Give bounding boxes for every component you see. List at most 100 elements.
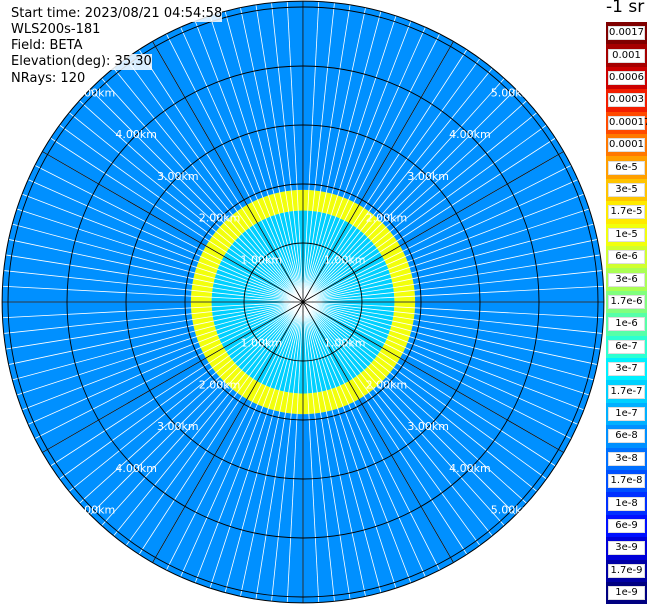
ray-sector [271, 413, 298, 603]
ray-separator [138, 301, 304, 555]
ray-sector [389, 267, 412, 279]
ray-separator [302, 301, 556, 467]
ray-separator [125, 58, 304, 303]
ray-sector [337, 15, 411, 198]
ray-separator [302, 15, 397, 303]
ray-separator [194, 301, 304, 584]
ray-sector [255, 412, 292, 602]
ray-separator [125, 301, 304, 546]
ray-separator [113, 67, 304, 303]
colorbar-tick-label: 6e-5 [608, 160, 645, 175]
ray-sector [12, 209, 197, 273]
ray-separator [302, 301, 320, 603]
ray-separator [302, 26, 426, 303]
ray-separator [271, 2, 304, 303]
ray-sector [397, 138, 564, 246]
ray-separator [138, 49, 304, 303]
ray-sector [2, 302, 192, 318]
ray-sector [391, 272, 413, 283]
ray-sector [126, 49, 242, 212]
colorbar-tick-label: 3e-6 [608, 272, 645, 287]
ray-sector [192, 316, 214, 326]
ray-sector [374, 231, 394, 249]
ray-separator [302, 285, 604, 303]
ray-separator [302, 301, 594, 381]
ray-sector [208, 236, 230, 253]
colorbar-cell: 1e-9 [606, 582, 647, 605]
ray-sector [223, 366, 242, 386]
ray-sector [180, 21, 263, 200]
ray-sector [139, 396, 247, 563]
ray-sector [195, 406, 269, 589]
ray-sector [42, 138, 209, 246]
ray-sector [297, 189, 303, 211]
ray-separator [302, 301, 493, 537]
colorbar-tick-label: 6e-8 [608, 429, 645, 444]
ray-sector [205, 240, 227, 257]
ray-sector [246, 381, 262, 402]
ray-sector [326, 7, 381, 194]
ray-sector [232, 373, 250, 393]
ray-sector [241, 378, 258, 400]
ray-separator [59, 124, 304, 303]
ray-separator [34, 301, 304, 439]
ray-sector [364, 392, 480, 555]
ray-separator [271, 301, 304, 602]
ray-sector [241, 230, 303, 302]
ray-sector [320, 4, 366, 193]
range-ring-label: 4.00km [115, 128, 157, 141]
colorbar-tick-label: 1e-5 [608, 227, 645, 242]
ray-sector [344, 202, 360, 223]
ray-sector [113, 389, 238, 546]
colorbar-tick-label: 0.0017 [608, 26, 645, 41]
ray-separator [302, 4, 351, 303]
ray-sector [386, 334, 408, 348]
range-ring-label: 1.00km [324, 253, 366, 266]
ray-separator [302, 270, 603, 303]
ray-separator [302, 301, 517, 516]
ray-sector [303, 302, 361, 376]
ray-separator [302, 67, 493, 303]
ray-separator [286, 1, 304, 303]
ray-sector [8, 325, 195, 380]
ray-sector [407, 336, 590, 410]
ray-sector [59, 112, 216, 237]
ray-sector [273, 390, 284, 412]
ray-sector [245, 302, 303, 376]
ray-sector [79, 377, 224, 515]
ray-sector [50, 363, 213, 479]
colorbar-tick-label: 0.0001 [608, 138, 645, 153]
ray-separator [2, 285, 304, 303]
ray-separator [302, 301, 366, 597]
ray-sector [240, 4, 286, 193]
ray-sector [388, 261, 410, 274]
ray-sector [320, 411, 366, 600]
colorbar-tick-label: 3e-9 [608, 541, 645, 556]
field-label: Field: BETA [11, 38, 83, 54]
ray-separator [79, 100, 304, 303]
range-ring-label: 5.00km [491, 504, 533, 517]
ray-sector [314, 2, 351, 192]
range-ring-label: 3.00km [157, 420, 199, 433]
ray-separator [302, 301, 604, 319]
ray-sector [241, 204, 258, 226]
ray-separator [302, 1, 320, 303]
ray-sector [2, 270, 192, 297]
ray-separator [8, 301, 304, 365]
ray-separator [302, 301, 538, 492]
ray-separator [16, 208, 304, 303]
colorbar-units: -1 sr [606, 0, 645, 17]
colorbar-tick-label: 1.7e-8 [608, 474, 645, 489]
ray-sector [59, 367, 216, 492]
colorbar-tick-label: 3e-7 [608, 362, 645, 377]
ray-sector [195, 15, 269, 198]
ray-sector [394, 302, 416, 308]
ray-sector [219, 363, 239, 382]
ray-sector [273, 192, 284, 214]
ray-sector [303, 234, 368, 302]
ray-sector [317, 391, 327, 413]
ray-sector [287, 413, 303, 603]
ray-sector [409, 331, 594, 395]
ray-sector [215, 226, 236, 245]
ray-sector [303, 189, 309, 211]
